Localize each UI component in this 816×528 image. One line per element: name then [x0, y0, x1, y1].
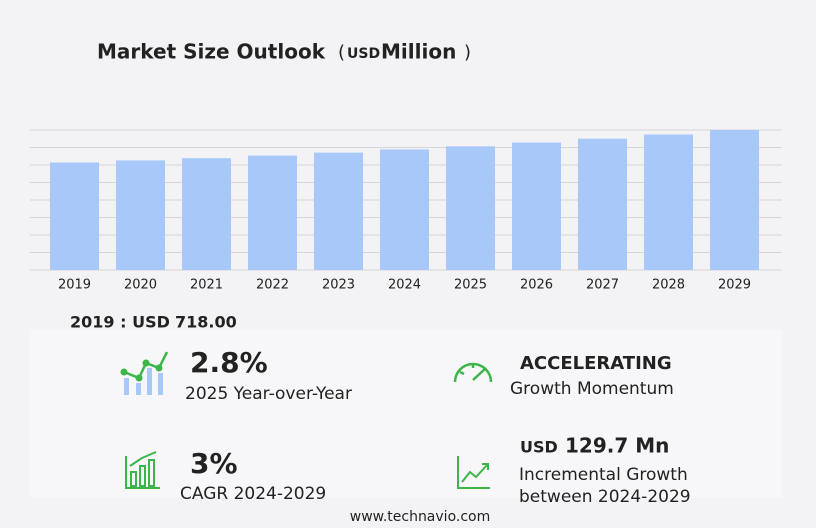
x-tick-label: 2019: [58, 278, 91, 293]
bar: [116, 160, 165, 270]
bar: [314, 152, 363, 270]
x-tick-label: 2026: [520, 278, 553, 293]
incremental-icon: [457, 456, 490, 489]
x-tick-label: 2028: [652, 278, 685, 293]
base-label: 2019 : USD: [70, 313, 170, 332]
x-tick-label: 2022: [256, 278, 289, 293]
incremental-value: 129.7 Mn: [565, 434, 669, 458]
highlights-panel: [30, 330, 782, 498]
bar: [50, 162, 99, 270]
momentum-value: ACCELERATING: [520, 353, 672, 374]
unit-paren: (: [338, 42, 345, 63]
unit: Million: [381, 40, 456, 64]
bar: [182, 158, 231, 270]
bar: [446, 146, 495, 270]
incremental-label: between 2024-2029: [519, 487, 691, 507]
x-tick-label: 2023: [322, 278, 355, 293]
incremental-currency: USD: [520, 438, 558, 457]
bar: [644, 134, 693, 270]
chart-title: Market Size Outlook: [97, 40, 326, 64]
incremental-label: Incremental Growth: [519, 465, 688, 485]
yoy-icon: [120, 351, 169, 395]
x-tick-label: 2020: [124, 278, 157, 293]
cagr-label: CAGR 2024-2029: [180, 484, 326, 504]
x-tick-label: 2025: [454, 278, 487, 293]
momentum-label: Growth Momentum: [510, 379, 674, 399]
x-tick-label: 2027: [586, 278, 619, 293]
footer: www.technavio.com: [350, 509, 491, 525]
yoy-value: 2.8%: [190, 346, 268, 379]
bar: [578, 138, 627, 270]
x-tick-label: 2029: [718, 278, 751, 293]
base-value: 718.00: [175, 313, 237, 332]
bar: [512, 142, 561, 270]
x-tick-label: 2021: [190, 278, 223, 293]
bar: [380, 149, 429, 270]
unit-currency: USD: [347, 46, 380, 62]
bar: [710, 130, 759, 270]
bar: [248, 155, 297, 270]
yoy-label: 2025 Year-over-Year: [185, 384, 352, 404]
x-tick-label: 2024: [388, 278, 421, 293]
momentum-icon: [453, 362, 493, 383]
unit-paren: ): [464, 42, 471, 63]
cagr-value: 3%: [190, 447, 238, 480]
cagr-icon: [125, 451, 160, 489]
